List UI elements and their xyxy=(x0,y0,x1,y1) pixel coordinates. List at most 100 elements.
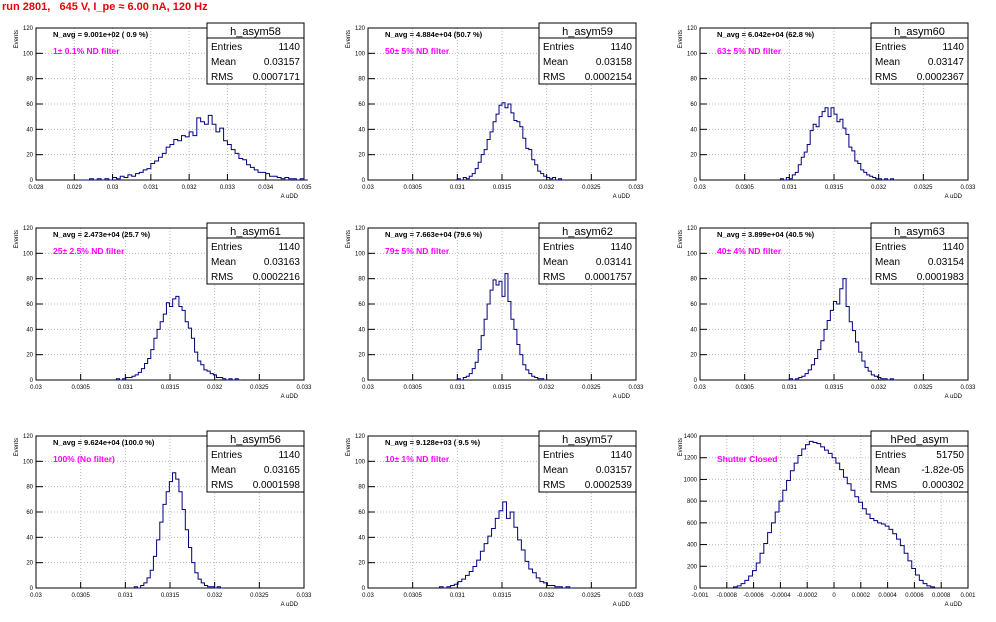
stat-label: Mean xyxy=(875,465,900,476)
x-tick-label: 0.032 xyxy=(207,385,223,391)
y-tick-label: 1000 xyxy=(684,477,698,483)
y-tick-label: 120 xyxy=(355,434,366,440)
filter-annotation: 1± 0.1% ND filter xyxy=(53,46,120,56)
y-tick-label: 40 xyxy=(358,127,365,133)
y-tick-label: 0 xyxy=(30,378,34,384)
x-tick-label: 0.033 xyxy=(296,593,312,599)
x-tick-label: 0.031 xyxy=(782,385,798,391)
stat-value: 0.0001983 xyxy=(917,272,965,283)
x-tick-label: 0.03 xyxy=(362,185,374,191)
y-tick-label: 40 xyxy=(690,127,697,133)
histogram-panel: 0.03 0.0305 0.031 0.0315 0.032 0.0325 0.033 0 20… xyxy=(346,430,644,608)
stat-value: 0.03157 xyxy=(264,57,301,68)
histogram-name: h_asym60 xyxy=(894,26,945,38)
x-tick-label: 0.031 xyxy=(118,593,134,599)
x-axis-title: A uDD xyxy=(945,602,963,608)
stat-label: Entries xyxy=(211,242,242,253)
y-tick-label: 20 xyxy=(358,561,365,567)
histogram-name: h_asym63 xyxy=(894,226,945,238)
x-axis-title: A uDD xyxy=(281,394,299,400)
x-tick-label: 0.001 xyxy=(960,593,976,599)
histogram-panel: 0.03 0.0305 0.031 0.0315 0.032 0.0325 0.033 0 20… xyxy=(14,222,312,400)
y-tick-label: 100 xyxy=(687,251,698,257)
y-tick-label: 60 xyxy=(690,102,697,108)
stat-box xyxy=(870,445,969,493)
x-tick-label: 0.0315 xyxy=(825,185,844,191)
y-tick-label: 60 xyxy=(26,510,33,516)
stat-value: 0.03158 xyxy=(596,57,633,68)
y-tick-label: 100 xyxy=(355,51,366,57)
stat-label: Entries xyxy=(875,42,906,53)
plot-frame xyxy=(367,27,637,181)
histogram-name: hPed_asym xyxy=(890,434,948,446)
stat-label: Entries xyxy=(875,242,906,253)
stat-value: 1140 xyxy=(942,242,964,253)
y-tick-label: 0 xyxy=(362,586,366,592)
y-tick-label: 120 xyxy=(355,26,366,32)
x-tick-label: 0.0004 xyxy=(878,593,897,599)
x-tick-label: 0.031 xyxy=(450,593,466,599)
y-tick-label: 0 xyxy=(362,178,366,184)
x-tick-label: 0.03 xyxy=(30,593,42,599)
stat-box xyxy=(206,445,305,493)
histogram-panel: -0.001 -0.0008 -0.0006 -0.0004 -0.0002 0 0.000… xyxy=(678,430,976,608)
y-tick-label: 100 xyxy=(687,51,698,57)
y-tick-label: 0 xyxy=(30,586,34,592)
y-tick-label: 200 xyxy=(687,564,698,570)
x-tick-label: 0.0305 xyxy=(403,185,422,191)
y-tick-label: 120 xyxy=(687,26,698,32)
histogram-panel: 0.03 0.0305 0.031 0.0315 0.032 0.0325 0.033 0 20… xyxy=(678,22,976,200)
x-tick-label: 0 xyxy=(832,593,836,599)
stat-value: 0.03157 xyxy=(596,465,633,476)
y-tick-label: 80 xyxy=(358,485,365,491)
x-tick-label: -0.0008 xyxy=(717,593,738,599)
stat-value: 0.03165 xyxy=(264,465,301,476)
histogram-name: h_asym61 xyxy=(230,226,281,238)
y-axis-title: Events xyxy=(14,438,20,456)
y-axis-title: Events xyxy=(14,230,20,248)
stat-value: 0.03154 xyxy=(928,257,965,268)
y-tick-label: 120 xyxy=(23,226,34,232)
histogram-series xyxy=(115,295,242,381)
navg-label: N_avg = 9.624e+04 (100.0 %) xyxy=(53,438,155,447)
x-axis-title: A uDD xyxy=(613,394,631,400)
x-tick-label: 0.0315 xyxy=(161,593,180,599)
x-tick-label: 0.0305 xyxy=(735,385,754,391)
stat-value: 0.03147 xyxy=(928,57,965,68)
stat-label: RMS xyxy=(211,72,234,83)
stat-label: Mean xyxy=(875,57,900,68)
y-tick-label: 0 xyxy=(694,586,698,592)
y-tick-label: 60 xyxy=(26,302,33,308)
stat-label: Mean xyxy=(875,257,900,268)
x-tick-label: 0.033 xyxy=(628,593,644,599)
x-tick-label: 0.0002 xyxy=(852,593,871,599)
histogram-series xyxy=(438,501,574,589)
x-tick-label: 0.0315 xyxy=(493,593,512,599)
x-tick-label: 0.0305 xyxy=(403,385,422,391)
y-tick-label: 100 xyxy=(23,251,34,257)
histogram-panel: 0.028 0.029 0.03 0.031 0.032 0.033 0.034 0.035 0… xyxy=(14,22,312,200)
stat-label: RMS xyxy=(211,480,234,491)
histogram-series xyxy=(456,102,565,181)
stat-box xyxy=(870,37,969,85)
stat-value: 0.0002539 xyxy=(585,480,633,491)
stat-value: 0.03141 xyxy=(596,257,633,268)
navg-label: N_avg = 6.042e+04 (62.8 %) xyxy=(717,30,815,39)
y-tick-label: 40 xyxy=(26,327,33,333)
navg-label: N_avg = 3.899e+04 (40.5 %) xyxy=(717,230,815,239)
x-tick-label: 0.0315 xyxy=(825,385,844,391)
x-tick-label: 0.0325 xyxy=(250,385,269,391)
x-tick-label: -0.001 xyxy=(691,593,709,599)
histogram-series xyxy=(78,114,308,181)
x-axis-title: A uDD xyxy=(281,194,299,200)
x-axis-title: A uDD xyxy=(613,194,631,200)
stat-label: RMS xyxy=(543,480,566,491)
x-tick-label: 0.03 xyxy=(362,385,374,391)
filter-annotation: 40± 4% ND filter xyxy=(717,246,782,256)
plot-frame xyxy=(699,435,969,589)
x-tick-label: 0.0325 xyxy=(914,385,933,391)
stat-box xyxy=(538,237,637,285)
histogram-panel: 0.03 0.0305 0.031 0.0315 0.032 0.0325 0.033 0 20… xyxy=(346,22,644,200)
stat-label: Entries xyxy=(875,450,906,461)
x-tick-label: 0.0315 xyxy=(493,385,512,391)
